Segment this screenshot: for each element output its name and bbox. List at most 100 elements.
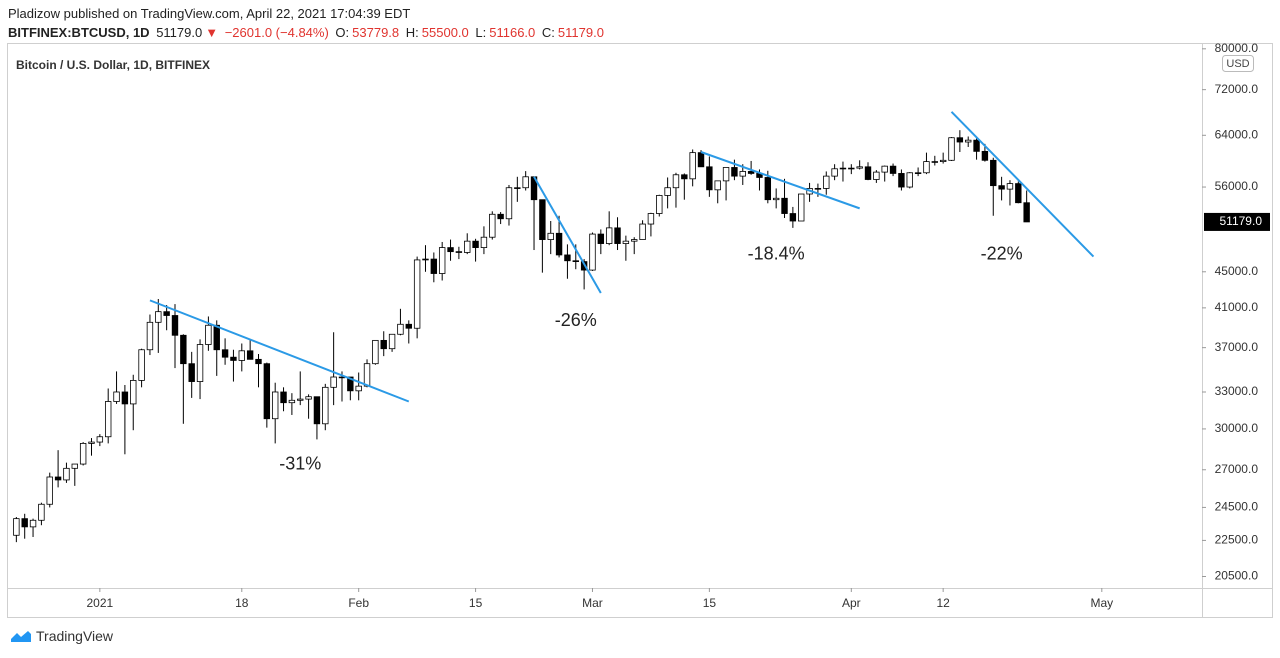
c-value: 51179.0 (557, 25, 604, 40)
chart-title: Bitcoin / U.S. Dollar, 1D, BITFINEX (16, 58, 210, 72)
candle-body (505, 187, 513, 220)
x-tick-label: Apr (842, 596, 861, 610)
candle-body (706, 166, 713, 191)
candle-body (96, 436, 104, 443)
candle-body (572, 260, 579, 262)
candle-body (188, 363, 195, 382)
l-value: 51166.0 (489, 25, 536, 40)
candle-body (814, 188, 822, 190)
candle-body (288, 399, 296, 404)
footer: TradingView (10, 628, 113, 644)
y-tick-label: 20500.0 (1215, 569, 1259, 583)
candle-body (605, 227, 613, 244)
candle-body (71, 463, 78, 469)
x-tick-label: 15 (703, 596, 717, 610)
y-tick-label: 33000.0 (1215, 384, 1259, 398)
last-price-box (1204, 212, 1270, 231)
candle-body (355, 385, 362, 392)
x-tick-label: 18 (235, 596, 249, 610)
candle-body (781, 197, 788, 214)
candle-body (79, 443, 87, 465)
y-tick-label: 56000.0 (1215, 179, 1259, 193)
annotation: -31% (279, 454, 321, 474)
candle-body (839, 167, 847, 170)
candle-body (472, 240, 479, 248)
y-tick-label: 24500.0 (1215, 500, 1259, 514)
candle-body (213, 324, 220, 351)
candle-body (614, 227, 621, 244)
candle-body (163, 311, 170, 316)
annotation: -26% (555, 310, 597, 330)
o-value: 53779.8 (352, 25, 400, 40)
x-tick-label: 15 (469, 596, 483, 610)
trend-line (149, 299, 410, 403)
candle-body (856, 166, 863, 169)
annotation: -18.4% (748, 244, 805, 264)
candle-body (297, 398, 304, 401)
candle-body (221, 349, 229, 358)
candle-body (998, 185, 1005, 190)
candle-body (464, 240, 471, 253)
candle-body (731, 167, 738, 177)
candle-body (246, 350, 254, 360)
candle-body (497, 213, 504, 220)
h-value: 55500.0 (421, 25, 469, 40)
y-tick-label: 22500.0 (1215, 533, 1259, 547)
candle-body (956, 137, 964, 143)
candle-body (848, 167, 855, 170)
candle-body (714, 180, 721, 191)
trend-line (950, 111, 1095, 258)
candle-body (372, 339, 379, 365)
candle-body (764, 177, 772, 201)
brand: TradingView (36, 628, 114, 644)
change-arrow: ▼ (205, 25, 219, 40)
candle-body (104, 401, 112, 438)
y-tick-label: 37000.0 (1215, 340, 1259, 354)
candle-body (205, 324, 212, 345)
candle-body (664, 187, 671, 196)
candle-body (413, 259, 421, 329)
x-tick-label: 2021 (86, 596, 113, 610)
candle-body (405, 323, 412, 329)
candle-body (171, 315, 179, 336)
h-label: H: (405, 25, 419, 40)
candle-body (322, 386, 329, 425)
candle-body (430, 258, 438, 274)
candle-body (555, 232, 563, 256)
candle-body (656, 195, 663, 214)
candle-body (973, 139, 980, 152)
l-label: L: (475, 25, 487, 40)
candle-body (798, 193, 805, 222)
candle-body (263, 363, 271, 420)
y-tick-label: 30000.0 (1215, 421, 1259, 435)
candle-body (130, 380, 137, 405)
candle-body (898, 173, 905, 188)
candle-body (238, 350, 245, 361)
last-price: 51179.0 (156, 25, 203, 40)
candle-body (873, 171, 880, 180)
candle-body (697, 152, 705, 168)
candle-body (230, 356, 237, 361)
candle-body (722, 167, 730, 182)
candle-body (305, 396, 312, 400)
candle-body (271, 391, 279, 420)
candle-body (514, 187, 521, 189)
y-tick-label: 45000.0 (1215, 264, 1259, 278)
candle-body (914, 172, 922, 174)
candle-body (330, 376, 337, 388)
candle-body (931, 161, 939, 163)
candle-body (823, 175, 830, 189)
candle-body (138, 349, 145, 381)
candle-body (990, 159, 997, 187)
change: −2601.0 (−4.84%) (224, 25, 329, 40)
y-tick-label: 64000.0 (1215, 127, 1259, 141)
candle-body (747, 171, 755, 174)
chart-frame (7, 43, 1273, 618)
candle-body (647, 213, 655, 225)
candle-body (480, 236, 488, 248)
y-tick-label: 41000.0 (1215, 300, 1259, 314)
candle-body (889, 165, 897, 174)
candle-body (789, 213, 797, 222)
candle-body (639, 223, 646, 240)
